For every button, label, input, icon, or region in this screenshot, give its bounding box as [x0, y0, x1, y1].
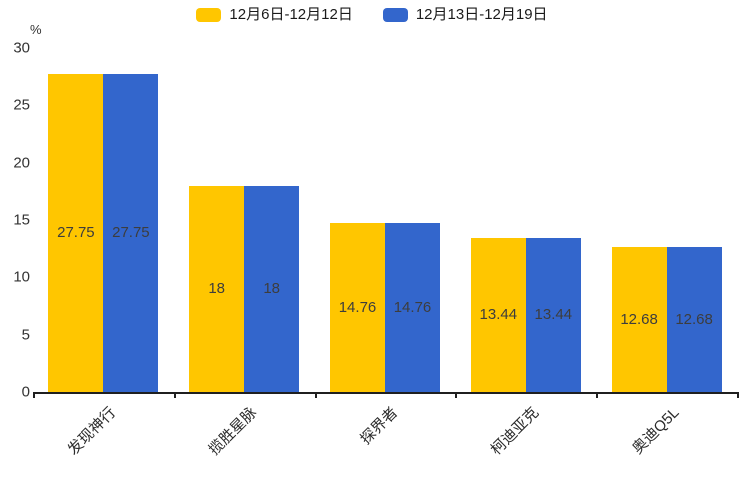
legend-label: 12月13日-12月19日	[415, 6, 548, 23]
y-axis-unit-label: %	[30, 22, 42, 37]
x-axis-tick-mark	[455, 392, 458, 398]
x-axis-tick-mark	[173, 392, 176, 398]
y-axis-tick-label: 5	[21, 326, 30, 344]
bar-value-label: 18	[263, 280, 281, 298]
bar-series-1-category-5: 12.68	[611, 246, 667, 392]
legend-swatch-icon	[382, 8, 408, 22]
y-axis-tick-label: 30	[13, 39, 30, 57]
legend-item-series-2[interactable]: 12月13日-12月19日	[382, 6, 548, 24]
bar-series-2-category-4: 13.44	[525, 237, 581, 392]
y-axis-tick-label: 10	[13, 268, 30, 286]
bar-series-2-category-5: 12.68	[666, 246, 722, 392]
y-axis-tick-label: 15	[13, 211, 30, 229]
legend-label: 12月6日-12月12日	[229, 6, 353, 23]
bar-series-1-category-2: 18	[189, 185, 245, 392]
bar-value-label: 12.68	[675, 310, 713, 328]
bar-value-label: 14.76	[338, 298, 377, 316]
bar-series-1-category-3: 14.76	[330, 222, 385, 392]
bar-value-label: 13.44	[534, 306, 573, 324]
y-axis-tick-label: 20	[13, 154, 30, 172]
x-axis-tick-mark	[596, 392, 599, 398]
x-axis-category-label: 柯迪亚克	[487, 404, 542, 459]
legend-item-series-1[interactable]: 12月6日-12月12日	[196, 6, 353, 24]
bar-value-label: 27.75	[57, 224, 95, 242]
bar-series-2-category-3: 14.76	[385, 222, 440, 392]
x-axis-line	[33, 392, 737, 394]
bar-series-1-category-1: 27.75	[48, 73, 104, 392]
x-axis-tick-mark	[33, 392, 35, 398]
legend-swatch-icon	[196, 8, 222, 22]
x-axis-category-label: 奥迪Q5L	[629, 404, 683, 458]
bar-value-label: 13.44	[479, 306, 518, 324]
legend: 12月6日-12月12日 12月13日-12月19日	[0, 6, 744, 24]
y-axis-tick-label: 0	[21, 383, 30, 401]
bar-series-1-category-4: 13.44	[470, 237, 526, 392]
bar-value-label: 18	[208, 280, 226, 298]
bar-value-label: 27.75	[112, 224, 150, 242]
x-axis-category-label: 揽胜星脉	[205, 404, 261, 459]
x-axis-category-label: 探界者	[357, 404, 402, 448]
x-axis-tick-mark	[737, 392, 739, 398]
bar-value-label: 12.68	[620, 310, 658, 328]
x-axis-tick-mark	[314, 392, 317, 398]
y-axis-tick-label: 25	[13, 96, 30, 114]
bar-series-2-category-1: 27.75	[103, 73, 159, 392]
bar-value-label: 14.76	[393, 298, 432, 316]
bar-series-2-category-2: 18	[244, 185, 300, 392]
x-axis-category-label: 发现神行	[65, 404, 120, 459]
